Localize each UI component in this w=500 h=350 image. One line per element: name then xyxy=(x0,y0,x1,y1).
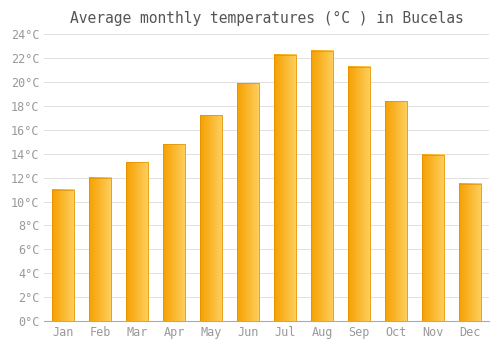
Bar xyxy=(163,144,185,321)
Bar xyxy=(422,155,444,321)
Bar xyxy=(52,190,74,321)
Bar xyxy=(348,66,370,321)
Bar xyxy=(385,101,407,321)
Bar xyxy=(126,162,148,321)
Bar xyxy=(274,55,296,321)
Bar xyxy=(237,83,260,321)
Title: Average monthly temperatures (°C ) in Bucelas: Average monthly temperatures (°C ) in Bu… xyxy=(70,11,464,26)
Bar xyxy=(460,184,481,321)
Bar xyxy=(200,116,222,321)
Bar xyxy=(311,51,334,321)
Bar xyxy=(89,178,111,321)
